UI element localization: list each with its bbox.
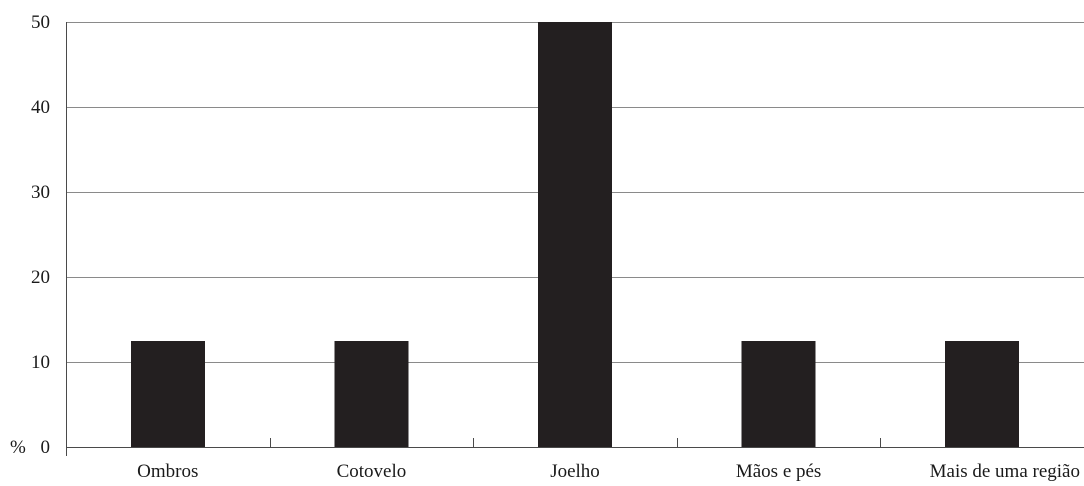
x-tick-label-4: Mais de uma região [930,461,1080,482]
bar-0 [130,340,205,447]
y-tick-label-40: 40 [31,97,50,118]
y-tick-label-30: 30 [31,182,50,203]
bars [130,22,1020,447]
y-tick-label-50: 50 [31,12,50,33]
y-tick-label-20: 20 [31,267,50,288]
x-tick-label-2: Joelho [550,461,600,482]
bar-2 [538,22,612,447]
y-tick-labels: 0 10 20 30 40 50 [31,12,50,458]
x-tick-label-3: Mãos e pés [736,461,821,482]
y-tick-label-10: 10 [31,352,50,373]
x-tick-label-1: Cotovelo [337,461,407,482]
bar-4 [945,340,1020,447]
x-tick-labels: Ombros Cotovelo Joelho Mãos e pés Mais de um… [137,461,1080,482]
x-tick-label-0: Ombros [137,461,198,482]
y-axis-label: % [10,437,26,458]
bar-1 [334,340,409,447]
y-tick-label-0: 0 [41,437,51,458]
axes [66,22,1084,456]
bar-3 [741,340,816,447]
